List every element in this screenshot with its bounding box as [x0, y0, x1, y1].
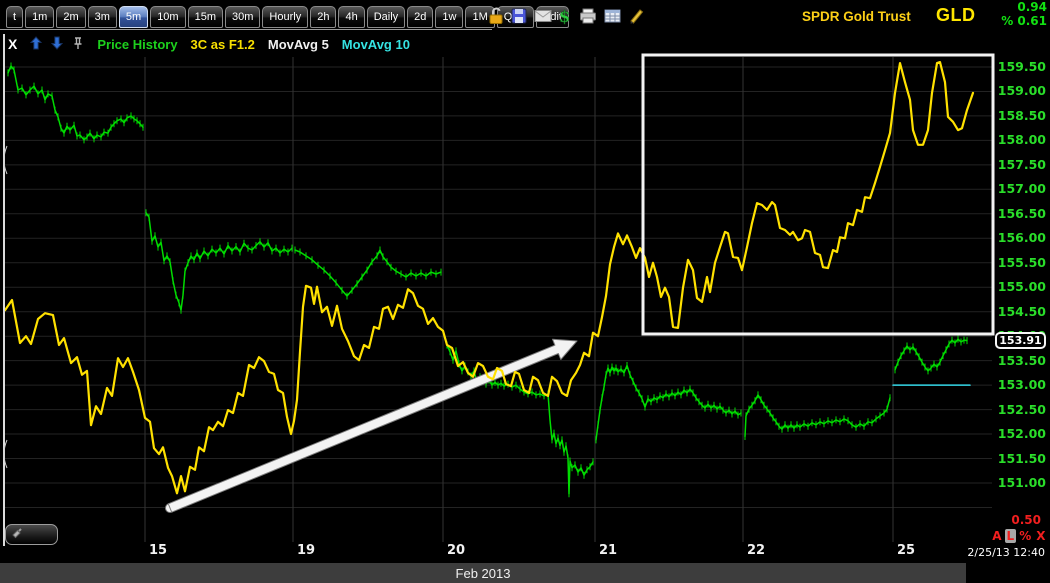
chart-legend: X Price History 3C as F1.2 MovAvg 5 MovAvg … — [8, 35, 410, 53]
scale-button-x[interactable]: X — [1036, 529, 1046, 543]
scroll-down-icon[interactable] — [51, 36, 64, 53]
x-label-22: 22 — [747, 543, 766, 558]
series-price-history — [7, 62, 968, 498]
legend-item-3c-as-f1-2[interactable]: 3C as F1.2 — [190, 36, 255, 52]
x-label-25: 25 — [897, 543, 916, 558]
dollar-icon[interactable]: $ — [559, 7, 572, 25]
tab-daily[interactable]: Daily — [366, 6, 406, 28]
tab-2h[interactable]: 2h — [310, 6, 337, 28]
x-label-15: 15 — [149, 543, 168, 558]
top-toolbar: t1m2m3m5m10m15m30mHourly2h4hDaily2d1w1MQ… — [0, 0, 1050, 31]
legend-item-price-history[interactable]: Price History — [97, 36, 178, 52]
tab-10m[interactable]: 10m — [150, 6, 186, 28]
tab-hourly[interactable]: Hourly — [262, 6, 309, 28]
tab-2d[interactable]: 2d — [407, 6, 434, 28]
tab-5m[interactable]: 5m — [118, 6, 149, 28]
toolbar-separator — [0, 29, 492, 30]
toolbar-icons: $ — [488, 4, 645, 27]
y-label-151.00: 151.00 — [997, 475, 1046, 490]
legend-item-movavg-10[interactable]: MovAvg 10 — [341, 36, 410, 52]
y-label-152.00: 152.00 — [997, 426, 1046, 441]
svg-text:$: $ — [559, 7, 570, 25]
tab-2m[interactable]: 2m — [56, 6, 86, 28]
y-label-152.50: 152.50 — [997, 402, 1046, 417]
x-label-21: 21 — [599, 543, 618, 558]
y-label-159.50: 159.50 — [997, 59, 1046, 74]
tab-1w[interactable]: 1w — [435, 6, 464, 28]
y-label-153.00: 153.00 — [997, 377, 1046, 392]
symbol-ticker: GLD — [936, 5, 976, 25]
y-label-158.00: 158.00 — [997, 132, 1046, 147]
plot-left-border — [3, 34, 8, 546]
tab-15m[interactable]: 15m — [187, 6, 223, 28]
pin-icon[interactable] — [72, 36, 84, 53]
y-label-151.50: 151.50 — [997, 451, 1046, 466]
tab-t[interactable]: t — [6, 6, 24, 28]
timeframe-tabs: t1m2m3m5m10m15m30mHourly2h4hDaily2d1w1MQ… — [6, 6, 569, 28]
y-label-156.00: 156.00 — [997, 230, 1046, 245]
gridlines — [5, 57, 992, 542]
change-values: 0.94 % 0.61 — [1001, 0, 1047, 28]
tab-4h[interactable]: 4h — [338, 6, 365, 28]
y-label-157.50: 157.50 — [997, 157, 1046, 172]
save-icon[interactable] — [511, 7, 527, 24]
grid-icon[interactable] — [604, 9, 621, 23]
month-bar: Feb 2013 — [0, 563, 966, 583]
y-label-158.50: 158.50 — [997, 108, 1046, 123]
change-pct: % 0.61 — [1001, 13, 1047, 28]
scroll-up-icon[interactable] — [30, 35, 43, 53]
scrollbar-grip-icon — [11, 526, 23, 544]
month-label: Feb 2013 — [455, 565, 511, 581]
tab-30m[interactable]: 30m — [225, 6, 261, 28]
close-chart-button[interactable]: X — [8, 36, 18, 52]
y-label-157.00: 157.00 — [997, 181, 1046, 196]
trend-arrow-annotation — [165, 338, 578, 513]
y-label-153.50: 153.50 — [997, 353, 1046, 368]
last-price-marker: 153.91 — [995, 332, 1046, 349]
scale-button-l[interactable]: L — [1005, 529, 1016, 543]
tab-1m[interactable]: 1m — [25, 6, 55, 28]
x-label-19: 19 — [297, 543, 316, 558]
inset-highlight-box — [641, 53, 995, 336]
x-label-20: 20 — [447, 543, 466, 558]
axis-scale-buttons: A L% X — [991, 529, 1047, 543]
unlock-icon[interactable] — [488, 6, 504, 25]
change-abs: 0.94 — [1017, 0, 1047, 14]
tab-3m[interactable]: 3m — [87, 6, 117, 28]
horizontal-scrollbar-thumb[interactable] — [5, 524, 58, 545]
y-label-155.50: 155.50 — [997, 255, 1046, 270]
email-icon[interactable] — [534, 9, 552, 23]
y-label-156.50: 156.50 — [997, 206, 1046, 221]
y-label-154.50: 154.50 — [997, 304, 1046, 319]
scale-button-pct[interactable]: % — [1019, 529, 1032, 543]
y-label-155.00: 155.00 — [997, 279, 1046, 294]
print-icon[interactable] — [579, 8, 597, 24]
legend-item-movavg-5[interactable]: MovAvg 5 — [267, 36, 329, 52]
scale-button-a[interactable]: A — [992, 529, 1002, 543]
pencil-icon[interactable] — [628, 7, 645, 24]
axis-scale-value: 0.50 — [1011, 513, 1041, 527]
datetime-label: 2/25/13 12:40 — [967, 546, 1045, 559]
symbol-name: SPDR Gold Trust — [802, 9, 911, 24]
series-3c-indicator — [3, 60, 975, 495]
y-label-159.00: 159.00 — [997, 83, 1046, 98]
